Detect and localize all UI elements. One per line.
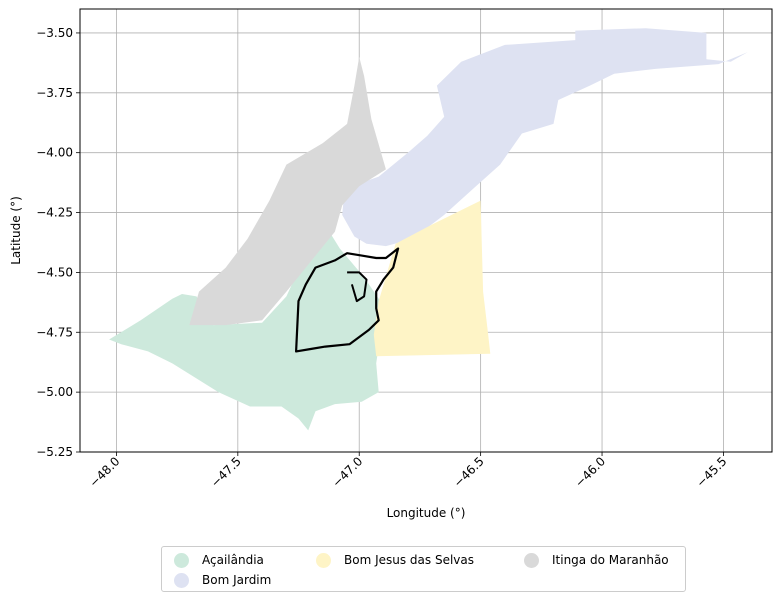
x-tick-label: −45.5 <box>694 454 730 490</box>
x-tick-label: −47.5 <box>208 454 244 490</box>
x-tick-label: −47.0 <box>329 454 365 490</box>
y-tick-label: −5.25 <box>36 445 73 459</box>
legend-label: Itinga do Maranhão <box>552 553 669 567</box>
legend-label: Bom Jardim <box>202 573 272 587</box>
legend-marker-icon <box>316 552 331 568</box>
region-1-polygon <box>342 28 748 247</box>
legend: Açailândia Bom Jardim Bom Jesus das Selv… <box>161 546 686 592</box>
legend-marker-icon <box>174 552 189 568</box>
legend-marker-icon <box>174 572 189 588</box>
x-tick-label: −46.0 <box>572 454 608 490</box>
map-figure: −48.0 −47.5 −47.0 −46.5 −46.0 −45.5 −3.50 −3.75… <box>9 8 773 520</box>
legend-item-bom-jesus-das-selvas: Bom Jesus das Selvas <box>316 551 474 569</box>
x-tick-label: −48.0 <box>87 454 123 490</box>
x-tick-label: −46.5 <box>451 454 487 490</box>
highlight-outline-inner <box>347 271 368 303</box>
legend-marker-icon <box>524 552 539 568</box>
plot-frame <box>79 8 773 453</box>
y-tick-label: −4.50 <box>36 265 73 279</box>
legend-item-bom-jardim: Bom Jardim <box>174 571 271 589</box>
legend-item-acailandia: Açailândia <box>174 551 264 569</box>
x-axis-label: Longitude (°) <box>387 506 466 520</box>
y-tick-label: −4.25 <box>36 206 73 220</box>
highlight-outline <box>295 247 400 353</box>
y-tick-label: −4.00 <box>36 146 73 160</box>
legend-label: Açailândia <box>202 553 264 567</box>
y-tick-label: −3.50 <box>36 26 73 40</box>
y-tick-label: −3.75 <box>36 86 73 100</box>
region-layer <box>109 28 748 431</box>
region-3-polygon <box>189 56 386 326</box>
legend-label: Bom Jesus das Selvas <box>344 553 475 567</box>
y-axis-label: Latitude (°) <box>9 196 23 265</box>
highlight-outline-layer <box>295 247 400 353</box>
legend-item-itinga-do-maranhao: Itinga do Maranhão <box>524 551 669 569</box>
y-tick-label: −4.75 <box>36 325 73 339</box>
y-tick-label: −5.00 <box>36 385 73 399</box>
region-2-polygon <box>373 200 491 357</box>
